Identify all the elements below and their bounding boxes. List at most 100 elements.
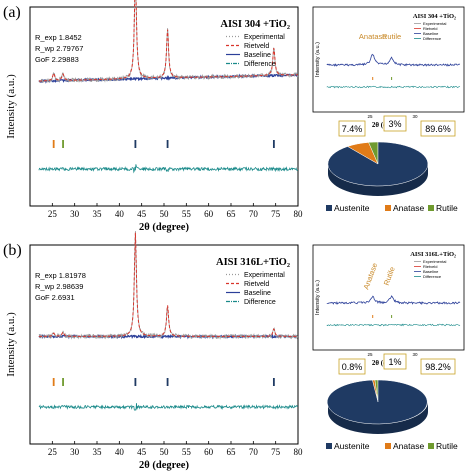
x-tick-label: 35 xyxy=(93,209,103,219)
pie-legend-label: Austenite xyxy=(334,203,370,213)
x-axis-label: 2θ (degree) xyxy=(139,222,189,233)
pie-legend-swatch xyxy=(428,443,434,449)
inset-x-tick-label: 25 xyxy=(367,114,373,119)
inset-legend-label: Baseline xyxy=(423,269,439,274)
inset-title: AISI 304 +TiO₂ xyxy=(413,13,456,20)
legend-label: Rietveld xyxy=(244,43,269,50)
fit-statistic: R_wp 2.79767 xyxy=(35,44,83,53)
legend-label: Difference xyxy=(244,61,276,68)
y-axis-label: Intensity (a.u.) xyxy=(5,312,17,377)
pie-legend-label: Anatase xyxy=(393,203,424,213)
pie-label-box xyxy=(420,120,456,137)
pie-label: 7.4% xyxy=(342,124,363,134)
plot-frame xyxy=(29,244,299,445)
pie-legend-swatch xyxy=(428,205,434,211)
pie-legend-label: Rutile xyxy=(436,203,458,213)
y-axis-label: Intensity (a.u.) xyxy=(5,74,17,139)
inset-title: AISI 316L+TiO₂ xyxy=(410,251,456,258)
x-tick-label: 30 xyxy=(70,209,80,219)
fit-statistic: R_exp 1.81978 xyxy=(35,271,86,280)
pie-label: 98.2% xyxy=(425,362,451,372)
pie-slice-austenite xyxy=(327,141,429,187)
inset-legend-label: Rietveld xyxy=(423,26,437,31)
plot-title: AISI 304 +TiO₂ xyxy=(220,19,290,30)
x-tick-label: 45 xyxy=(137,447,147,457)
fit-statistic: R_exp 1.8452 xyxy=(35,33,82,42)
pie-label-box xyxy=(383,115,407,132)
fit-statistic: GoF 2.6931 xyxy=(35,293,75,302)
inset-x-tick-label: 30 xyxy=(412,352,418,357)
inset-phase-annotation: Anatase xyxy=(359,32,387,41)
inset-legend-label: Rietveld xyxy=(423,264,437,269)
x-tick-label: 55 xyxy=(182,209,192,219)
pie-slice-austenite xyxy=(327,379,428,425)
x-tick-label: 65 xyxy=(227,209,237,219)
inset-y-axis-label: Intensity (a.u.) xyxy=(315,280,321,315)
pie-label: 0.8% xyxy=(342,362,363,372)
fit-statistic: R_wp 2.98639 xyxy=(35,282,83,291)
pie-label-box xyxy=(420,358,456,375)
x-tick-label: 75 xyxy=(271,447,281,457)
legend-label: Rietveld xyxy=(244,281,269,288)
inset-legend-label: Experimental xyxy=(423,259,446,264)
pie-legend-swatch xyxy=(385,205,391,211)
pie-label-box xyxy=(338,120,366,137)
fit-statistic: GoF 2.29883 xyxy=(35,55,79,64)
pie-label: 1% xyxy=(388,357,401,367)
pie-legend-swatch xyxy=(326,205,332,211)
inset-phase-annotation: Rutile xyxy=(382,32,401,41)
panel-b: (b) 25 30 35 40 45 50 55 60 65 70 75 80 2θ (degree) In… xyxy=(3,230,465,471)
pie-legend-swatch xyxy=(385,443,391,449)
plot-frame xyxy=(29,6,299,207)
inset-legend-label: Difference xyxy=(423,274,442,279)
x-axis-label: 2θ (degree) xyxy=(139,460,189,471)
pie-label-box xyxy=(383,353,407,370)
x-tick-label: 40 xyxy=(115,447,125,457)
pie-label: 3% xyxy=(388,119,401,129)
x-tick-label: 30 xyxy=(70,447,80,457)
x-tick-label: 80 xyxy=(294,447,304,457)
x-tick-label: 25 xyxy=(48,209,58,219)
panel-label: (a) xyxy=(3,4,21,21)
inset-legend-label: Experimental xyxy=(423,21,446,26)
x-tick-label: 50 xyxy=(160,447,170,457)
inset-fit-series xyxy=(326,295,461,306)
legend-label: Baseline xyxy=(244,290,271,297)
x-tick-label: 75 xyxy=(271,209,281,219)
inset-x-tick-label: 30 xyxy=(412,114,418,119)
x-tick-label: 50 xyxy=(160,209,170,219)
pie-label: 89.6% xyxy=(425,124,451,134)
panel-label: (b) xyxy=(3,242,22,259)
x-tick-label: 60 xyxy=(204,209,214,219)
x-tick-label: 80 xyxy=(294,209,304,219)
inset-legend-label: Difference xyxy=(423,36,442,41)
panel-a: (a) 25 30 35 40 45 50 55 60 65 70 75 80 2θ (degree) In… xyxy=(3,0,465,233)
x-tick-label: 25 xyxy=(48,447,58,457)
pie-side xyxy=(328,402,428,434)
x-tick-label: 70 xyxy=(249,209,259,219)
pie-legend-label: Austenite xyxy=(334,441,370,451)
x-tick-label: 35 xyxy=(93,447,103,457)
difference-series xyxy=(38,164,299,174)
inset-fit-series xyxy=(326,53,461,67)
legend-label: Experimental xyxy=(244,34,285,41)
rietveld-series xyxy=(38,0,298,82)
inset-y-axis-label: Intensity (a.u.) xyxy=(315,42,321,77)
rietveld-series xyxy=(38,232,298,337)
x-tick-label: 60 xyxy=(204,447,214,457)
legend-label: Experimental xyxy=(244,272,285,279)
difference-series xyxy=(38,403,298,411)
inset-difference-series xyxy=(326,85,461,89)
legend-label: Baseline xyxy=(244,52,271,59)
pie-legend-label: Anatase xyxy=(393,441,424,451)
x-tick-label: 65 xyxy=(227,447,237,457)
inset-x-tick-label: 25 xyxy=(367,352,373,357)
legend-label: Difference xyxy=(244,299,276,306)
x-tick-label: 55 xyxy=(182,447,192,457)
inset-difference-series xyxy=(326,323,461,327)
inset-legend-label: Baseline xyxy=(423,31,439,36)
pie-legend-label: Rutile xyxy=(436,441,458,451)
inset-frame xyxy=(312,6,465,113)
pie-legend-swatch xyxy=(326,443,332,449)
